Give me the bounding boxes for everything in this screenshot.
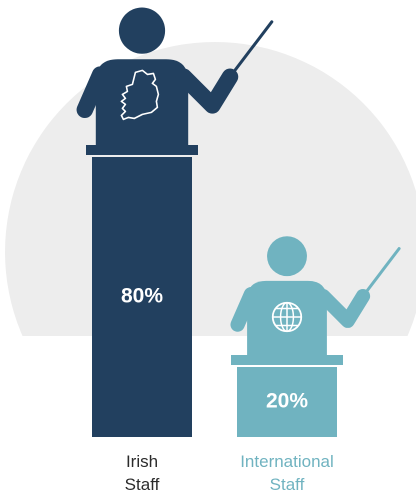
bar [92, 157, 192, 437]
figure-torso [95, 59, 189, 146]
figure-head [267, 236, 307, 277]
podium-top [86, 145, 198, 155]
category-label: Irish Staff [124, 452, 160, 494]
pointer [228, 20, 274, 79]
category-label: International Staff [240, 452, 334, 494]
figure-head [118, 7, 166, 54]
value-label: 20% [266, 390, 308, 413]
value-label: 80% [121, 285, 163, 308]
figure-arm [230, 287, 259, 332]
presenter-figure [230, 236, 401, 355]
presenter-figure [76, 7, 274, 146]
figure-arm [315, 288, 371, 328]
bar [237, 367, 337, 437]
ireland-icon [120, 69, 160, 121]
pointer [361, 247, 401, 298]
figure-arm [175, 68, 239, 114]
figure-arm [76, 66, 109, 119]
podium-top [231, 355, 343, 365]
